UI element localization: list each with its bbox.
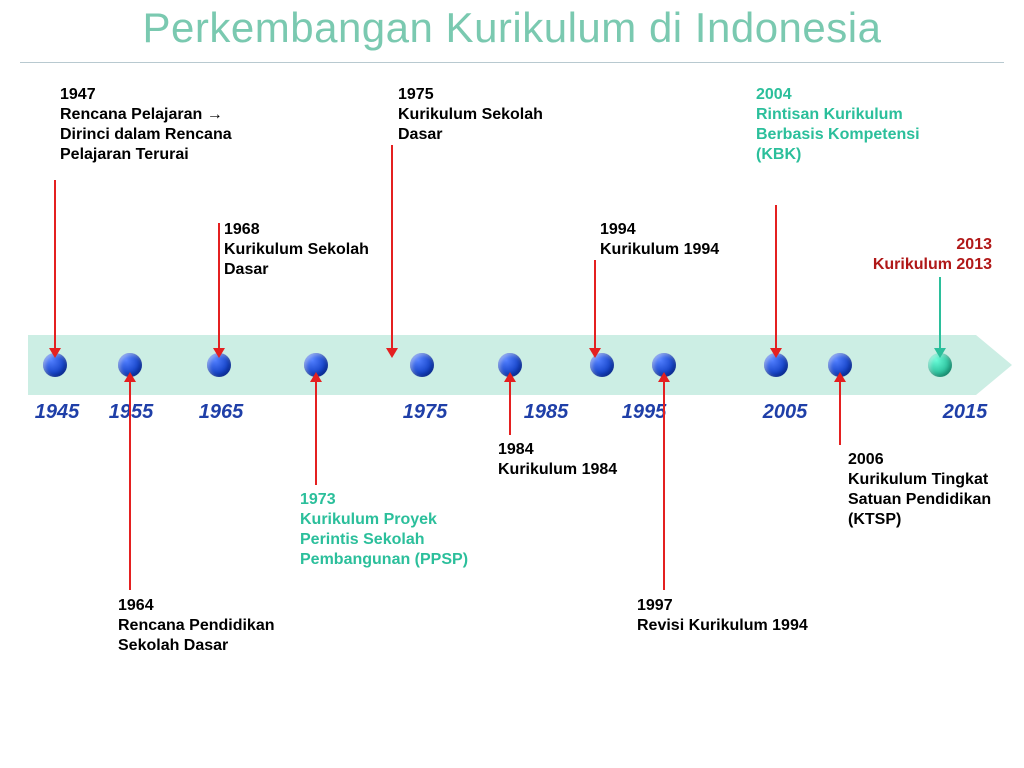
event-year: 2004	[756, 85, 921, 105]
event-text: Kurikulum Tingkat Satuan Pendidikan (KTS…	[848, 470, 1003, 530]
event-text: Kurikulum 1984	[498, 460, 648, 480]
axis-year-label: 1975	[403, 401, 448, 424]
axis-year-label: 2015	[943, 401, 988, 424]
event-box: 2013Kurikulum 2013	[842, 235, 992, 275]
event-text: Kurikulum Sekolah Dasar	[398, 105, 548, 145]
event-year: 1975	[398, 85, 548, 105]
event-text: Kurikulum Sekolah Dasar	[224, 240, 384, 280]
axis-year-label: 1955	[109, 401, 154, 424]
event-arrow-head	[386, 348, 398, 358]
event-year: 1947	[60, 85, 240, 105]
event-year: 1964	[118, 596, 278, 616]
event-arrow-line	[129, 380, 131, 590]
event-box: 1968Kurikulum Sekolah Dasar	[224, 220, 384, 280]
event-box: 1975Kurikulum Sekolah Dasar	[398, 85, 548, 145]
event-arrow-line	[391, 145, 393, 350]
event-box: 1964Rencana Pendidikan Sekolah Dasar	[118, 596, 278, 656]
event-arrow-line	[315, 380, 317, 485]
title-underline	[20, 62, 1004, 63]
event-arrow-head	[124, 372, 136, 382]
event-arrow-line	[509, 380, 511, 435]
event-year: 2006	[848, 450, 1003, 470]
event-arrow-head	[213, 348, 225, 358]
event-arrow-head	[504, 372, 516, 382]
event-text: Kurikulum 2013	[842, 255, 992, 275]
event-arrow-head	[310, 372, 322, 382]
event-text: Revisi Kurikulum 1994	[637, 616, 817, 636]
event-arrow-head	[658, 372, 670, 382]
event-year: 1984	[498, 440, 648, 460]
event-box: 1994Kurikulum 1994	[600, 220, 750, 260]
event-text: Rencana Pendidikan Sekolah Dasar	[118, 616, 278, 656]
event-text: Kurikulum 1994	[600, 240, 750, 260]
axis-year-label: 1985	[524, 401, 569, 424]
event-arrow-line	[775, 205, 777, 350]
event-box: 2004Rintisan Kurikulum Berbasis Kompeten…	[756, 85, 921, 165]
event-arrow-line	[939, 277, 941, 350]
event-arrow-head	[49, 348, 61, 358]
axis-year-label: 2005	[763, 401, 808, 424]
axis-year-label: 1995	[622, 401, 667, 424]
event-text: Rintisan Kurikulum Berbasis Kompetensi (…	[756, 105, 921, 165]
axis-year-label: 1965	[199, 401, 244, 424]
timeline-dot	[410, 353, 434, 377]
event-box: 1984Kurikulum 1984	[498, 440, 648, 480]
event-year: 1994	[600, 220, 750, 240]
event-year: 1973	[300, 490, 470, 510]
event-arrow-line	[663, 380, 665, 590]
event-arrow-head	[770, 348, 782, 358]
event-arrow-line	[54, 180, 56, 350]
event-text: Kurikulum Proyek Perintis Sekolah Pemban…	[300, 510, 470, 570]
event-year: 1997	[637, 596, 817, 616]
event-year: 2013	[842, 235, 992, 255]
event-box: 1997Revisi Kurikulum 1994	[637, 596, 817, 636]
event-box: 1973Kurikulum Proyek Perintis Sekolah Pe…	[300, 490, 470, 570]
event-arrow-line	[594, 260, 596, 350]
event-box: 1947Rencana Pelajaran → Dirinci dalam Re…	[60, 85, 240, 165]
event-arrow-head	[589, 348, 601, 358]
axis-year-label: 1945	[35, 401, 80, 424]
event-text: Rencana Pelajaran → Dirinci dalam Rencan…	[60, 105, 240, 165]
event-arrow-head	[934, 348, 946, 358]
event-arrow-line	[839, 380, 841, 445]
page-title: Perkembangan Kurikulum di Indonesia	[0, 4, 1024, 52]
event-arrow-line	[218, 223, 220, 350]
event-year: 1968	[224, 220, 384, 240]
event-arrow-head	[834, 372, 846, 382]
event-box: 2006Kurikulum Tingkat Satuan Pendidikan …	[848, 450, 1003, 530]
